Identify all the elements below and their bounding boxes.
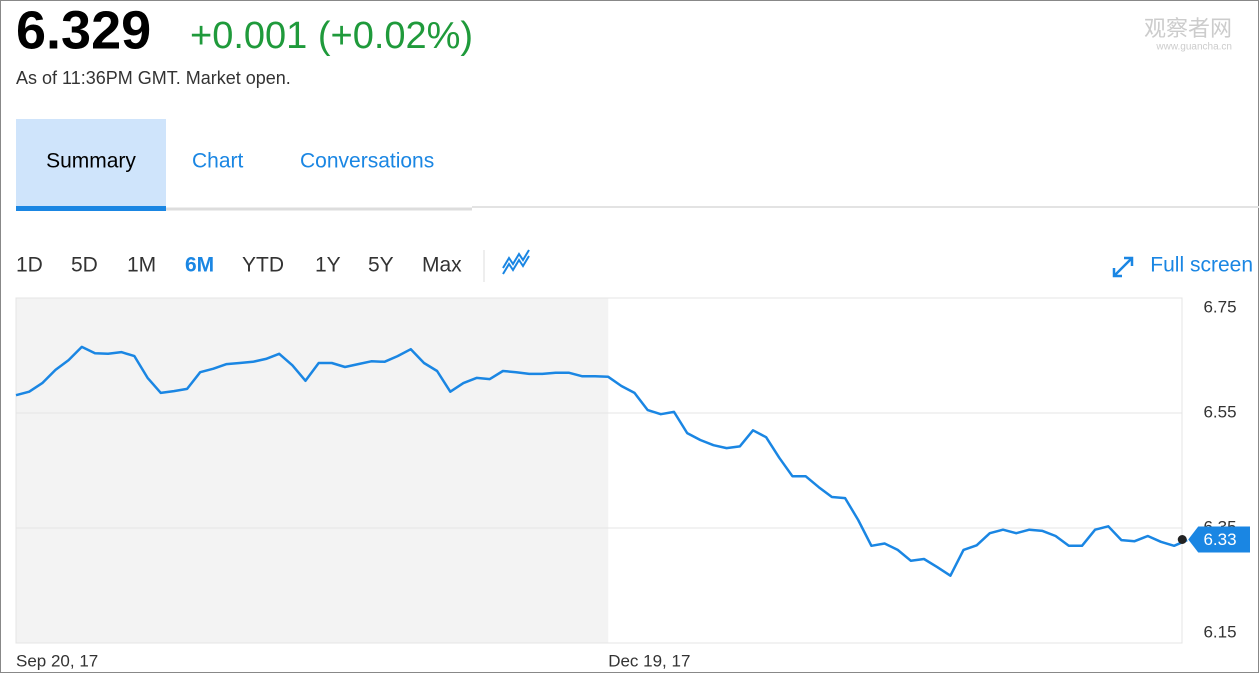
range-button[interactable]: Max [422,254,462,277]
range-button[interactable]: 6M [185,254,214,277]
price: 6.329 [16,0,151,60]
current-label: 6.33 [1203,530,1236,549]
tab-active-bg [16,119,166,207]
x-tick-label: Dec 19, 17 [608,651,690,670]
range-button[interactable]: 5D [71,254,98,277]
tab[interactable]: Summary [46,150,136,173]
tab[interactable]: Conversations [300,150,434,173]
watermark: 观察者网 [1144,16,1232,41]
y-tick-label: 6.15 [1203,622,1236,641]
price-change: +0.001 (+0.02%) [190,15,473,57]
range-button[interactable]: YTD [242,254,284,277]
range-button[interactable]: 1D [16,254,43,277]
y-tick-label: 6.55 [1203,402,1236,421]
chart-type-icon[interactable] [502,249,530,275]
x-tick-label: Sep 20, 17 [16,651,98,670]
range-button[interactable]: 1Y [315,254,341,277]
market-status: As of 11:36PM GMT. Market open. [16,68,291,88]
watermark-url: www.guancha.cn [1155,42,1232,53]
full-screen-icon [1112,256,1134,278]
current-dot [1177,535,1187,544]
price-line [15,345,1188,577]
full-screen-label[interactable]: Full screen [1150,254,1253,277]
range-button[interactable]: 5Y [368,254,394,277]
history-shade [16,298,609,643]
tab-active-underline [16,206,166,211]
current-badge [1188,526,1250,553]
tab[interactable]: Chart [192,150,244,173]
full-screen-button[interactable]: Full screen [1112,254,1253,278]
y-tick-label: 6.75 [1203,297,1236,316]
range-button[interactable]: 1M [127,254,156,277]
